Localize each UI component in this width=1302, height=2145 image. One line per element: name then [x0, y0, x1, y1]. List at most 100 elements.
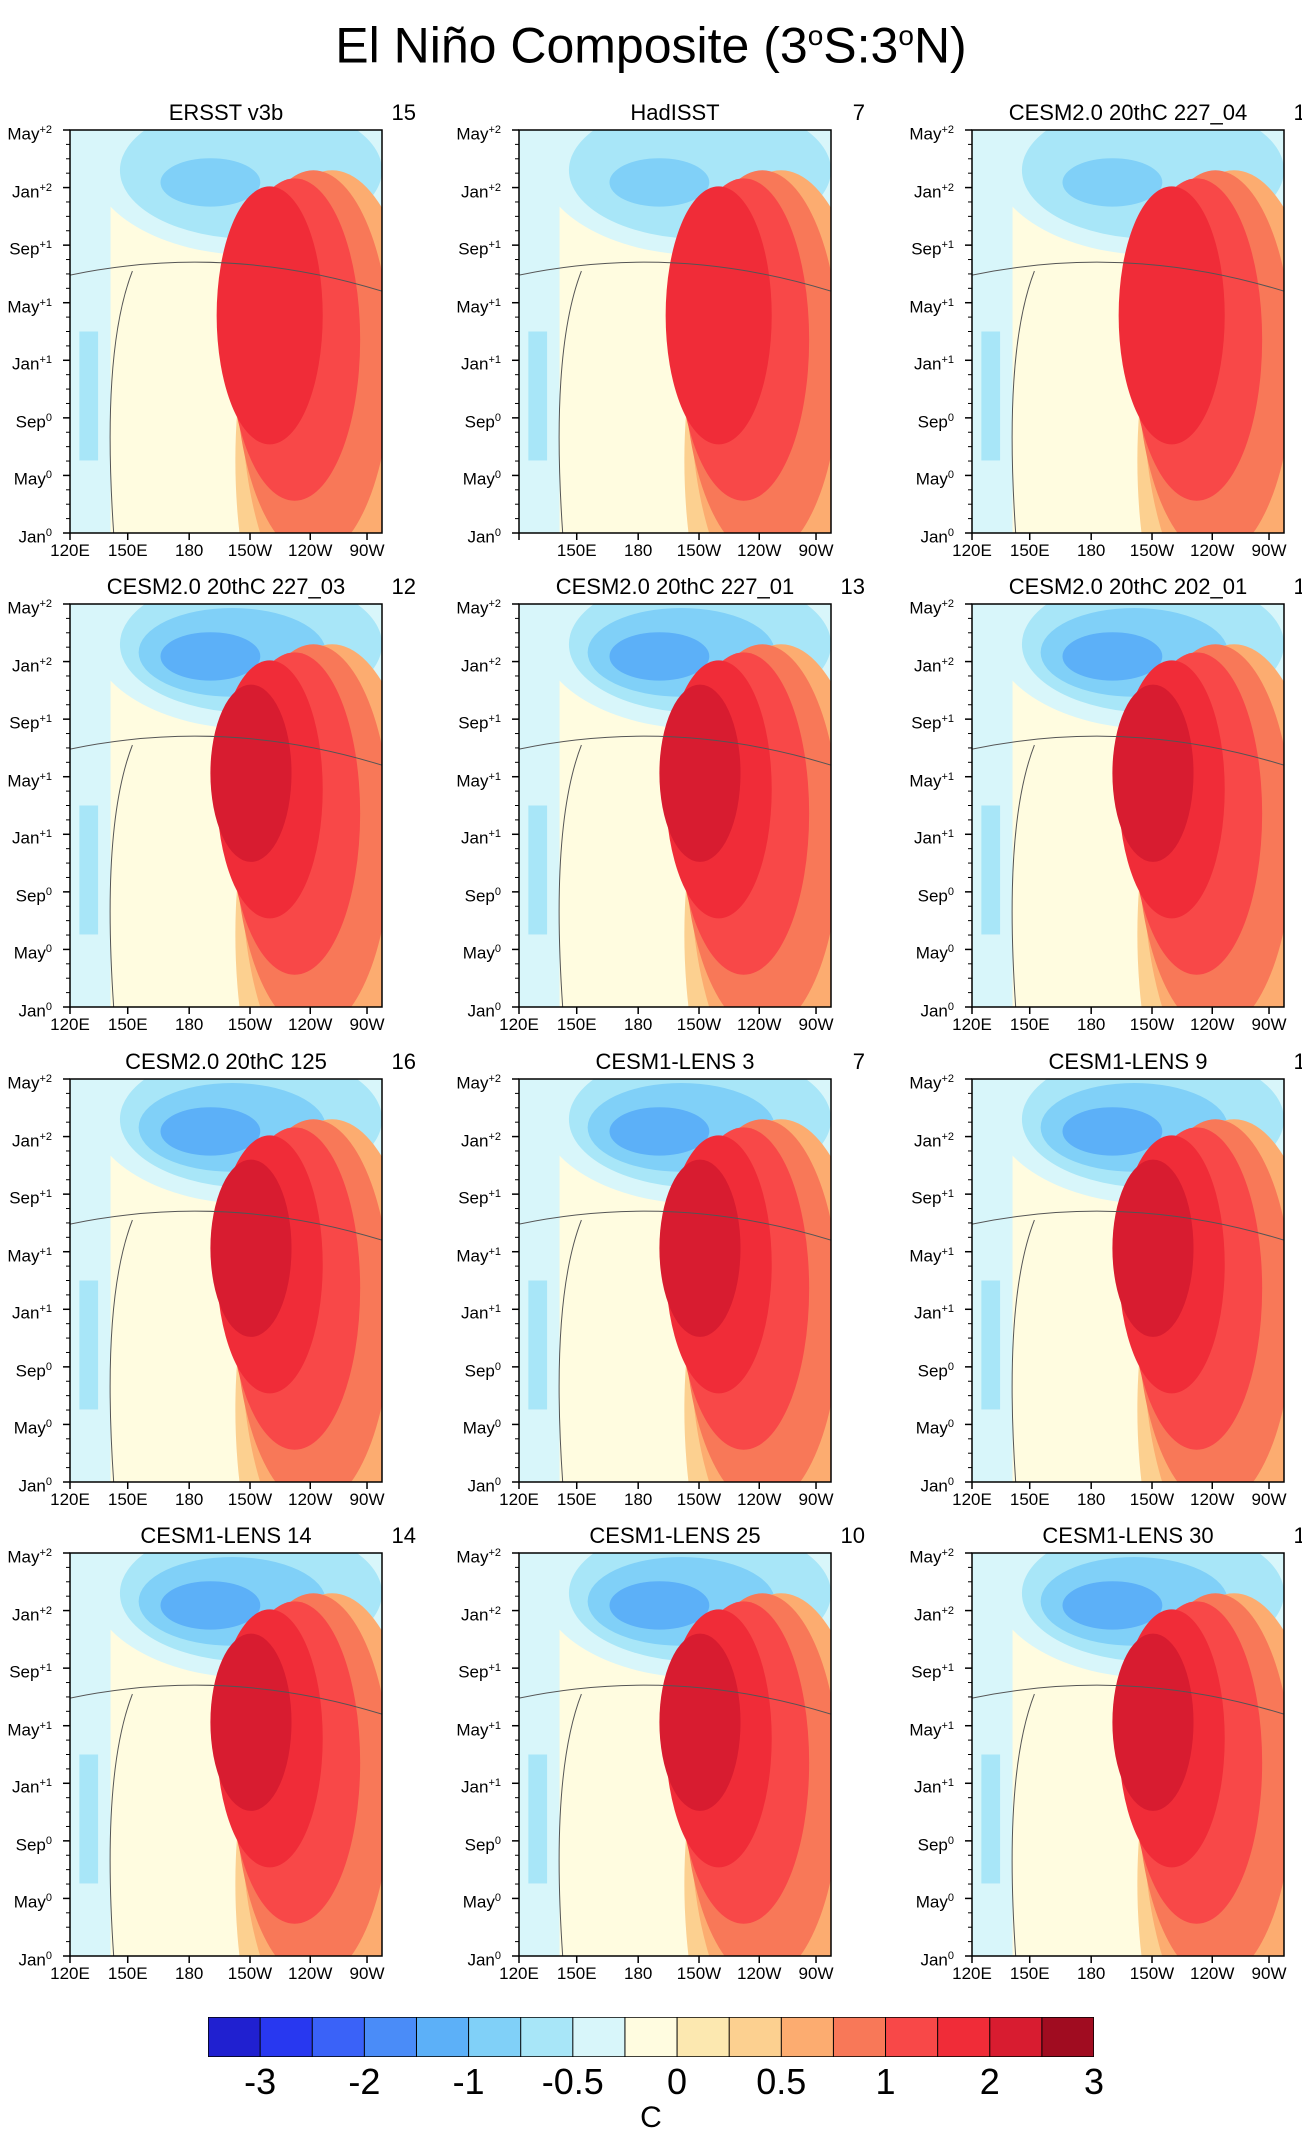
- x-tick-label: 120W: [737, 1964, 782, 1983]
- y-tick-label: Jan+1: [914, 1777, 954, 1797]
- x-tick-label: 120E: [952, 541, 992, 560]
- y-tick-label: Jan0: [18, 1001, 52, 1021]
- x-tick-label: 90W: [798, 1490, 834, 1509]
- x-tick-label: 180: [623, 541, 653, 560]
- x-tick-label: 150W: [1129, 1490, 1175, 1509]
- warm-anomaly-band: [216, 186, 323, 445]
- y-tick-label: May+1: [909, 1245, 954, 1266]
- zero-contour: [972, 1210, 1284, 1241]
- panel-title: CESM1-LENS 3: [595, 1049, 755, 1074]
- warm-anomaly-band: [659, 1159, 741, 1337]
- colorbar-units: C: [640, 2101, 662, 2134]
- warm-anomaly-band: [1118, 186, 1225, 445]
- zero-contour: [558, 1219, 582, 1482]
- zero-contour: [109, 1219, 133, 1482]
- x-tick-label: 120E: [499, 1015, 539, 1034]
- y-tick-label: May0: [13, 1892, 52, 1913]
- x-tick-label: 90W: [1251, 1490, 1287, 1509]
- y-tick-label: Sep0: [15, 885, 52, 906]
- western-pacific-cool-core: [528, 1280, 548, 1410]
- y-tick-label: Sep+1: [911, 1188, 954, 1208]
- y-tick-label: Sep0: [15, 1360, 52, 1381]
- y-tick-label: May+1: [7, 770, 52, 791]
- y-tick-label: May+2: [909, 598, 954, 618]
- panel: HadISST 7 Jan0 May0 Sep0 Jan+1 May+1 Sep+1 Jan+2…: [449, 100, 865, 633]
- colorbar-swatch: [728, 2017, 783, 2057]
- y-tick-label: Jan+2: [914, 1130, 954, 1151]
- zero-contour: [1011, 270, 1035, 533]
- panel: CESM2.0 20thC 125 16 Jan0 May0 Sep0 Jan+1 May+…: [0, 1049, 416, 1582]
- zero-contour: [972, 1684, 1284, 1715]
- y-tick-label: Sep+1: [9, 1188, 52, 1208]
- cool-anomaly-core: [609, 1581, 710, 1630]
- panel-event-count: 7: [852, 1049, 865, 1074]
- hovmoller-plot: [63, 603, 383, 1014]
- hovmoller-plot: [63, 129, 383, 540]
- anomaly-field: [972, 1079, 1284, 1482]
- colorbar-swatch: [208, 2017, 262, 2057]
- colorbar-label: -3: [244, 2061, 277, 2102]
- panel-title: CESM2.0 20thC 125: [125, 1049, 327, 1074]
- panel-title: CESM1-LENS 9: [1048, 1049, 1208, 1074]
- panel: CESM1-LENS 3 7 Jan0 May0 Sep0 Jan+1 May+1 Sep+1…: [449, 1049, 865, 1582]
- x-tick-label: 90W: [798, 1964, 834, 1983]
- zero-contour: [558, 270, 582, 533]
- hovmoller-plot: [63, 1552, 383, 1963]
- x-tick-label: 150W: [676, 1015, 722, 1034]
- y-tick-label: May0: [915, 943, 954, 964]
- y-tick-label: May+2: [7, 1547, 52, 1567]
- warm-anomaly-band: [210, 1159, 292, 1337]
- hovmoller-plot: [512, 603, 832, 1014]
- y-tick-label: Jan+2: [461, 655, 501, 676]
- x-tick-label: 150W: [676, 1964, 722, 1983]
- x-tick-label: 150W: [1129, 541, 1175, 560]
- x-tick-label: 150E: [107, 1490, 148, 1509]
- x-tick-label: 180: [174, 1964, 204, 1983]
- zero-contour: [70, 735, 382, 766]
- x-tick-label: 90W: [349, 1964, 385, 1983]
- y-tick-label: Sep0: [917, 1834, 954, 1855]
- y-tick-label: Sep+1: [458, 713, 501, 733]
- y-tick-label: May0: [13, 469, 52, 490]
- cool-anomaly-core: [609, 632, 710, 681]
- zero-contour: [1011, 1693, 1035, 1956]
- x-tick-label: 180: [1076, 1490, 1106, 1509]
- x-tick-label: 120W: [1190, 541, 1235, 560]
- colorbar-swatch: [311, 2017, 366, 2057]
- y-tick-label: May+2: [7, 124, 52, 144]
- plot-area: [965, 603, 1285, 1014]
- anomaly-field: [70, 130, 382, 533]
- plot-area: [512, 129, 832, 540]
- warm-anomaly-band: [210, 1633, 292, 1811]
- x-tick-label: 90W: [349, 541, 385, 560]
- y-tick-label: Jan0: [18, 1476, 52, 1496]
- anomaly-field: [519, 1553, 831, 1956]
- western-pacific-cool-core: [528, 1754, 548, 1884]
- x-tick-label: 120E: [50, 541, 90, 560]
- colorbar-swatch: [259, 2017, 314, 2057]
- plot-area: [512, 603, 832, 1014]
- hovmoller-plot: [63, 1078, 383, 1489]
- colorbar-swatch: [937, 2017, 991, 2057]
- y-tick-label: May+1: [909, 296, 954, 317]
- colorbar-swatch: [624, 2017, 679, 2057]
- anomaly-field: [519, 130, 831, 533]
- colorbar-swatch: [676, 2017, 731, 2057]
- zero-contour: [558, 744, 582, 1007]
- panel: ERSST v3b 15 Jan0 May0 Sep0 Jan+1 May+1 Sep+1 Ja…: [0, 100, 416, 633]
- colorbar: [208, 2017, 1094, 2057]
- warm-anomaly-band: [1112, 1159, 1194, 1337]
- x-tick-label: 90W: [349, 1015, 385, 1034]
- x-tick-label: 150E: [1009, 1015, 1050, 1034]
- zero-contour: [70, 1210, 382, 1241]
- y-tick-label: Sep0: [917, 885, 954, 906]
- y-tick-label: Jan+2: [12, 1604, 52, 1625]
- y-tick-label: Sep0: [917, 411, 954, 432]
- x-tick-label: 90W: [1251, 1964, 1287, 1983]
- panel-title: CESM1-LENS 14: [140, 1523, 312, 1548]
- x-tick-label: 150E: [107, 541, 148, 560]
- colorbar-swatch: [572, 2017, 626, 2057]
- panel-title: HadISST: [630, 100, 720, 125]
- warm-anomaly-band: [1112, 684, 1194, 862]
- x-tick-label: 150E: [107, 1964, 148, 1983]
